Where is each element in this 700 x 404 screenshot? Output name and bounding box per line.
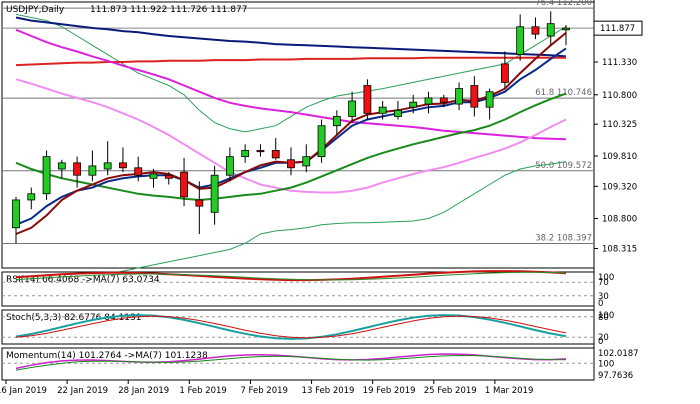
candle-body [271, 150, 280, 159]
candle-body [485, 91, 494, 108]
price-tick-label: 108.315 [602, 245, 637, 255]
candle-body [378, 106, 387, 114]
momentum-panel-frame [1, 347, 595, 381]
momentum-tick-label: 100 [598, 359, 614, 369]
moving-average-line [15, 28, 567, 141]
moving-average-line [15, 78, 567, 194]
candle-body [546, 23, 555, 37]
candle-body [409, 101, 418, 108]
time-tick-label: 1 Feb 2019 [179, 386, 227, 396]
rsi-ma-line [15, 271, 567, 281]
time-tick-label: 28 Jan 2019 [118, 386, 169, 396]
fib-level-label: 38.2 108.397 [535, 233, 592, 243]
fib-level-label: 50.0 109.572 [535, 161, 592, 171]
candle-body [302, 156, 311, 167]
time-tick-label: 1 Mar 2019 [485, 386, 533, 396]
candle-body [134, 167, 143, 176]
time-tick-label: 25 Feb 2019 [424, 386, 477, 396]
chart-symbol-label: USDJPY,Daily [6, 5, 65, 15]
stoch-panel-label: Stoch(5,3,3) 82.6776 84.1131 [6, 313, 141, 323]
candle-body [164, 174, 173, 179]
candle-body [225, 156, 234, 176]
price-tick-label: 111.330 [602, 58, 637, 68]
rsi-tick-label: 30 [598, 292, 609, 302]
time-tick-label: 16 Jan 2019 [0, 386, 47, 396]
candle-body [241, 150, 250, 158]
candle-body [149, 173, 158, 179]
candle-body [73, 162, 82, 176]
candle-body [500, 63, 509, 83]
rsi-tick-label: 0 [598, 299, 603, 309]
candle-body [348, 100, 357, 117]
candle-body [394, 109, 402, 117]
candle-body [57, 162, 66, 170]
momentum-tick-label: 102.0187 [598, 349, 639, 359]
stoch-tick-label: 100 [598, 311, 614, 321]
stoch-k-line [15, 314, 567, 340]
price-tick-label: 109.320 [602, 182, 637, 192]
candle-body [88, 165, 97, 176]
candle-body [12, 199, 20, 229]
momentum-panel-label: Momentum(14) 101.2764 ->MA(7) 101.1238 [6, 351, 208, 361]
candle-body [180, 171, 188, 198]
candle-body [516, 26, 525, 55]
current-price-box [593, 20, 643, 36]
momentum-ma-line [15, 354, 567, 371]
rsi-line [15, 270, 567, 282]
candle-body [103, 162, 112, 170]
price-tick-label: 108.800 [602, 215, 637, 225]
moving-average-line [15, 92, 567, 202]
candle-body [439, 97, 448, 103]
rsi-tick-label: 70 [598, 278, 609, 288]
candle-body [562, 27, 570, 31]
moving-average-line [15, 16, 567, 58]
ohlc-readout: 111.873 111.922 111.726 111.877 [90, 5, 247, 15]
candle-body [210, 174, 219, 213]
candle-body [332, 116, 341, 127]
rsi-panel-label: RSI(14) 66.4068 ->MA(7) 63.0734 [6, 275, 160, 285]
candle-body [287, 159, 295, 169]
rsi-panel-frame [1, 271, 595, 307]
momentum-tick-label: 97.7636 [598, 371, 633, 381]
candle-body [256, 150, 265, 153]
price-tick-label: 110.325 [602, 120, 637, 130]
candle-body [27, 193, 36, 201]
fib-level-label: 61.8 110.746 [535, 88, 592, 98]
time-tick-label: 13 Feb 2019 [302, 386, 355, 396]
fib-level-label: 76.4 112.200 [535, 0, 592, 8]
candle-body [119, 162, 127, 169]
moving-average-line [15, 56, 566, 67]
candle-body [42, 156, 51, 195]
stoch-tick-label: 80 [598, 313, 609, 323]
band-upper-line [15, 13, 567, 133]
stoch-tick-label: 20 [598, 333, 609, 343]
candle-body [317, 125, 326, 158]
current-price-label: 111.877 [600, 24, 635, 34]
candle-body [424, 97, 433, 105]
price-tick-label: 109.810 [602, 152, 637, 162]
candle-body [470, 85, 479, 108]
stoch-tick-label: 0 [598, 337, 603, 347]
price-tick-label: 110.800 [602, 91, 637, 101]
candle-body [363, 85, 372, 114]
time-tick-label: 22 Jan 2019 [57, 386, 108, 396]
rsi-tick-label: 100 [598, 273, 614, 283]
time-tick-label: 19 Feb 2019 [363, 386, 416, 396]
candle-body [531, 26, 540, 35]
candle-body [195, 199, 204, 207]
stoch-d-line [15, 315, 567, 339]
candle-body [455, 88, 463, 105]
time-tick-label: 7 Feb 2019 [240, 386, 288, 396]
